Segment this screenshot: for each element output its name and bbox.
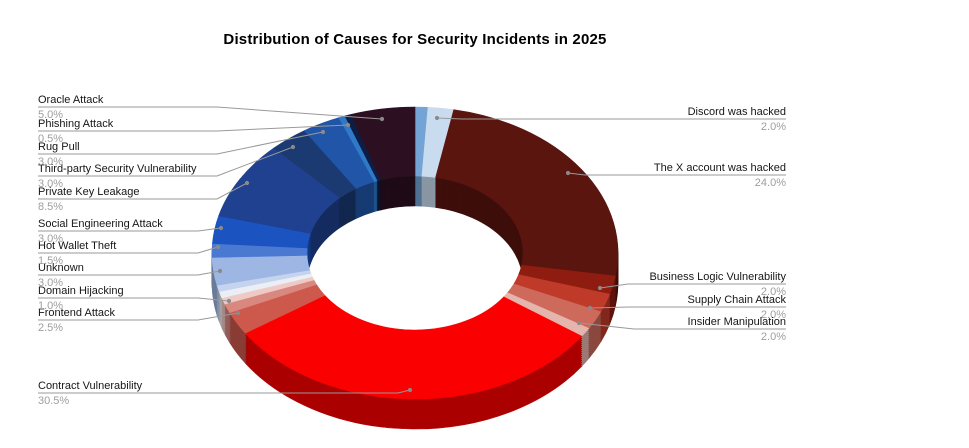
slice-label-private-key-leakage: Private Key Leakage <box>38 186 140 198</box>
leader-dot <box>244 180 250 186</box>
leader-line <box>38 297 230 302</box>
slice-label-frontend-attack: Frontend Attack <box>38 307 116 319</box>
leader-line <box>567 172 786 176</box>
pie-slice-the-x-account-was-hacked[interactable] <box>435 109 619 277</box>
leader-line <box>38 270 221 276</box>
slice-label-unknown: Unknown <box>38 262 84 274</box>
leader-dot <box>290 144 296 150</box>
leader-line <box>599 283 786 289</box>
leader-dot <box>320 129 326 135</box>
slice-label-insider-manipulation: Insider Manipulation <box>687 316 786 328</box>
slice-label-contract-vulnerability: Contract Vulnerability <box>38 380 143 392</box>
leader-dot <box>587 305 593 311</box>
leader-dot <box>215 244 221 250</box>
slice-label-third-party-security-vulnerability: Third-party Security Vulnerability <box>38 163 197 175</box>
leader-line <box>38 389 411 394</box>
pie-slice-oracle-attack[interactable] <box>350 106 416 181</box>
pie-slice-contract-vulnerability[interactable] <box>244 294 583 400</box>
leader-line <box>589 306 786 309</box>
slice-percent-rug-pull: 3.0% <box>38 156 64 168</box>
leader-line <box>38 312 239 321</box>
leader-dot <box>576 320 582 326</box>
leader-line <box>38 131 324 155</box>
slice-percent-supply-chain-attack: 2.0% <box>760 309 786 321</box>
slice-label-discord-was-hacked: Discord was hacked <box>687 106 786 118</box>
slice-label-phishing-attack: Phishing Attack <box>38 118 114 130</box>
slice-percent-business-logic-vulnerability: 2.0% <box>760 286 786 298</box>
slice-percent-discord-was-hacked: 2.0% <box>760 121 786 133</box>
slice-label-business-logic-vulnerability: Business Logic Vulnerability <box>649 271 786 283</box>
leader-dot <box>565 170 571 176</box>
slice-label-rug-pull: Rug Pull <box>38 141 80 153</box>
leader-line <box>38 106 383 120</box>
leader-dot <box>379 116 385 122</box>
slice-label-supply-chain-attack: Supply Chain Attack <box>687 294 786 306</box>
leader-dot <box>235 310 241 316</box>
slice-label-hot-wallet-theft: Hot Wallet Theft <box>38 240 117 252</box>
leader-line <box>436 117 786 120</box>
chart-title: Distribution of Causes for Security Inci… <box>223 31 607 48</box>
slice-label-social-engineering-attack: Social Engineering Attack <box>38 218 163 230</box>
leader-dot <box>597 285 603 291</box>
leader-dot <box>434 115 440 121</box>
leader-dot <box>345 122 351 128</box>
slice-percent-frontend-attack: 2.5% <box>38 322 64 334</box>
leader-line <box>38 227 222 232</box>
slice-percent-social-engineering-attack: 3.0% <box>38 233 64 245</box>
leader-lines <box>38 106 786 394</box>
leader-line <box>38 246 219 254</box>
slice-percent-hot-wallet-theft: 1.5% <box>38 255 64 267</box>
slice-label-domain-hijacking: Domain Hijacking <box>38 285 124 297</box>
leader-dot <box>217 268 223 274</box>
leader-line <box>578 322 786 330</box>
slice-label-the-x-account-was-hacked: The X account was hacked <box>653 162 786 174</box>
leader-dot <box>218 225 224 231</box>
leader-line <box>38 124 349 132</box>
leader-line <box>38 182 248 200</box>
donut-top-faces <box>211 106 619 400</box>
leader-dot <box>226 298 232 304</box>
slice-percent-insider-manipulation: 2.0% <box>760 331 786 343</box>
slice-percent-third-party-security-vulnerability: 3.0% <box>38 178 64 190</box>
leader-dot <box>407 387 413 393</box>
slice-percent-domain-hijacking: 1.0% <box>38 300 64 312</box>
leader-line <box>38 146 294 177</box>
slice-percent-private-key-leakage: 8.5% <box>38 201 64 213</box>
slice-percent-oracle-attack: 5.0% <box>38 109 64 121</box>
slice-percent-unknown: 3.0% <box>38 277 64 289</box>
slice-percent-contract-vulnerability: 30.5% <box>38 395 70 407</box>
slice-label-oracle-attack: Oracle Attack <box>38 94 104 106</box>
slice-percent-the-x-account-was-hacked: 24.0% <box>754 177 786 189</box>
slice-percent-phishing-attack: 0.5% <box>38 133 64 145</box>
